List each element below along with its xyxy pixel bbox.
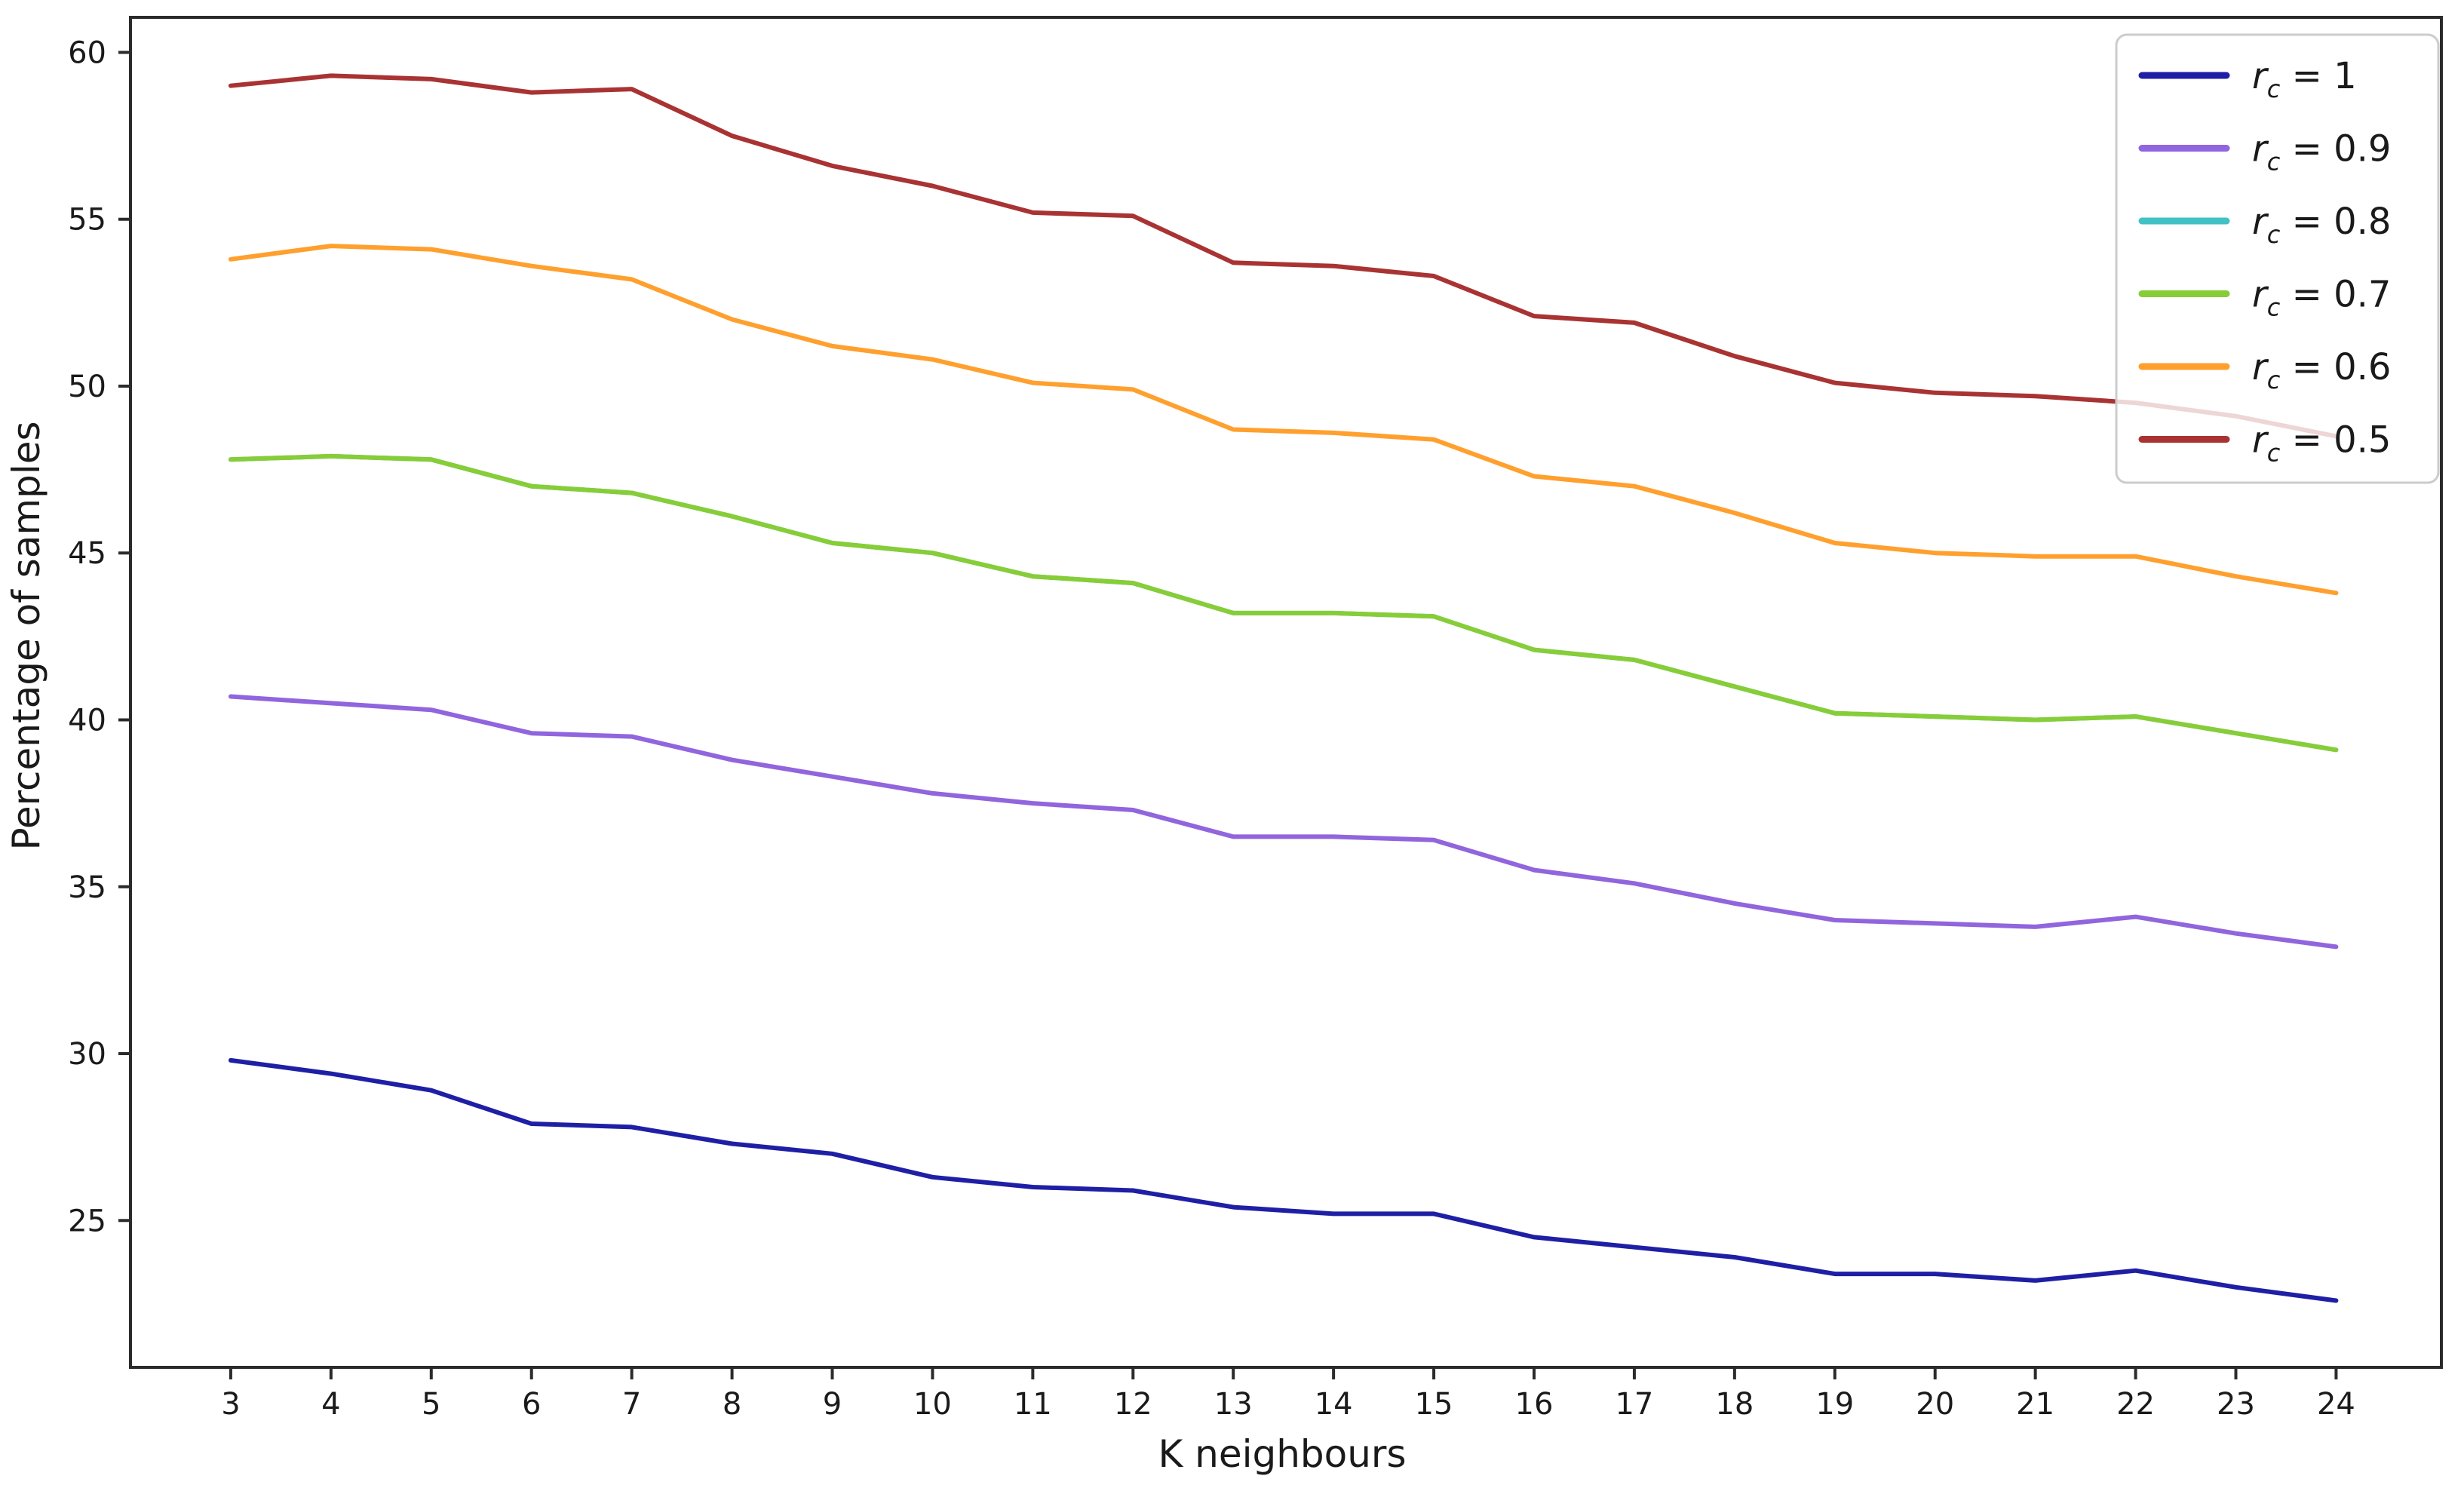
y-tick-label: 50: [68, 370, 106, 404]
series-group: [228, 73, 2339, 1303]
x-tick-label: 17: [1615, 1387, 1653, 1422]
plot-border: [129, 16, 2443, 1369]
y-tick-label: 40: [68, 704, 106, 738]
series-line-1: [228, 1057, 2339, 1303]
legend-label: rc = 0.8: [2252, 201, 2391, 249]
x-tick-label: 21: [2016, 1387, 2054, 1422]
x-tick-label: 24: [2317, 1387, 2355, 1422]
series-line-0.8: [228, 453, 2339, 753]
legend-item-0.9: rc = 0.9: [2138, 128, 2391, 176]
x-tick-label: 16: [1515, 1387, 1554, 1422]
series-line-0.5: [228, 73, 2339, 439]
legend: rc = 1 rc = 0.9 rc = 0.8 rc = 0.7 rc = 0.6 rc…: [2115, 33, 2440, 484]
legend-label: rc = 0.7: [2252, 274, 2391, 322]
x-tick-label: 23: [2217, 1387, 2255, 1422]
legend-item-0.6: rc = 0.6: [2138, 346, 2391, 394]
y-tick-label: 45: [68, 536, 106, 571]
legend-item-0.8: rc = 0.8: [2138, 201, 2391, 249]
x-axis-label: K neighbours: [1158, 1432, 1406, 1476]
legend-label: rc = 0.9: [2252, 128, 2391, 176]
x-tick-label: 4: [321, 1387, 340, 1422]
x-tick-label: 3: [221, 1387, 240, 1422]
x-tick-label: 7: [622, 1387, 641, 1422]
legend-label: rc = 0.5: [2252, 419, 2391, 468]
x-tick-label: 10: [913, 1387, 952, 1422]
plot-spines: [129, 16, 2443, 1369]
y-tick-label: 25: [68, 1204, 106, 1238]
y-axis-label: Percentage of samples: [5, 421, 48, 850]
x-tick-label: 5: [422, 1387, 440, 1422]
y-tick-label: 55: [68, 203, 106, 238]
x-tick-label: 15: [1415, 1387, 1453, 1422]
x-tick-label: 13: [1214, 1387, 1253, 1422]
x-tick-label: 9: [823, 1387, 842, 1422]
x-tick-label: 20: [1916, 1387, 1954, 1422]
x-tick-label: 18: [1715, 1387, 1754, 1422]
series-line-0.6: [228, 244, 2339, 596]
y-tick-label: 30: [68, 1037, 106, 1072]
x-tick-label: 12: [1114, 1387, 1152, 1422]
legend-item-1: rc = 1: [2138, 55, 2357, 103]
legend-item-0.7: rc = 0.7: [2138, 274, 2391, 322]
axis-ticks: 3 4 5 6 7 8 9 10 11 12 13 14 15 16 17 18 19 20 21 22 23 24253…: [68, 35, 2355, 1422]
x-tick-label: 19: [1815, 1387, 1854, 1422]
legend-label: rc = 1: [2252, 55, 2357, 103]
series-line-0.7: [228, 453, 2339, 753]
legend-label: rc = 0.6: [2252, 346, 2391, 394]
y-tick-label: 60: [68, 35, 106, 70]
legend-item-0.5: rc = 0.5: [2138, 419, 2391, 468]
x-tick-label: 22: [2116, 1387, 2155, 1422]
x-tick-label: 6: [522, 1387, 541, 1422]
x-tick-label: 14: [1315, 1387, 1353, 1422]
x-tick-label: 11: [1014, 1387, 1052, 1422]
series-line-0.9: [228, 694, 2339, 950]
y-tick-label: 35: [68, 870, 106, 905]
x-tick-label: 8: [723, 1387, 741, 1422]
